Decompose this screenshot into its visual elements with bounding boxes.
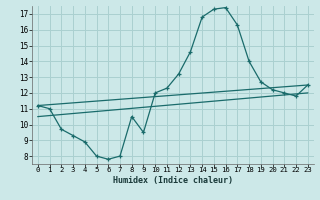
X-axis label: Humidex (Indice chaleur): Humidex (Indice chaleur) <box>113 176 233 185</box>
